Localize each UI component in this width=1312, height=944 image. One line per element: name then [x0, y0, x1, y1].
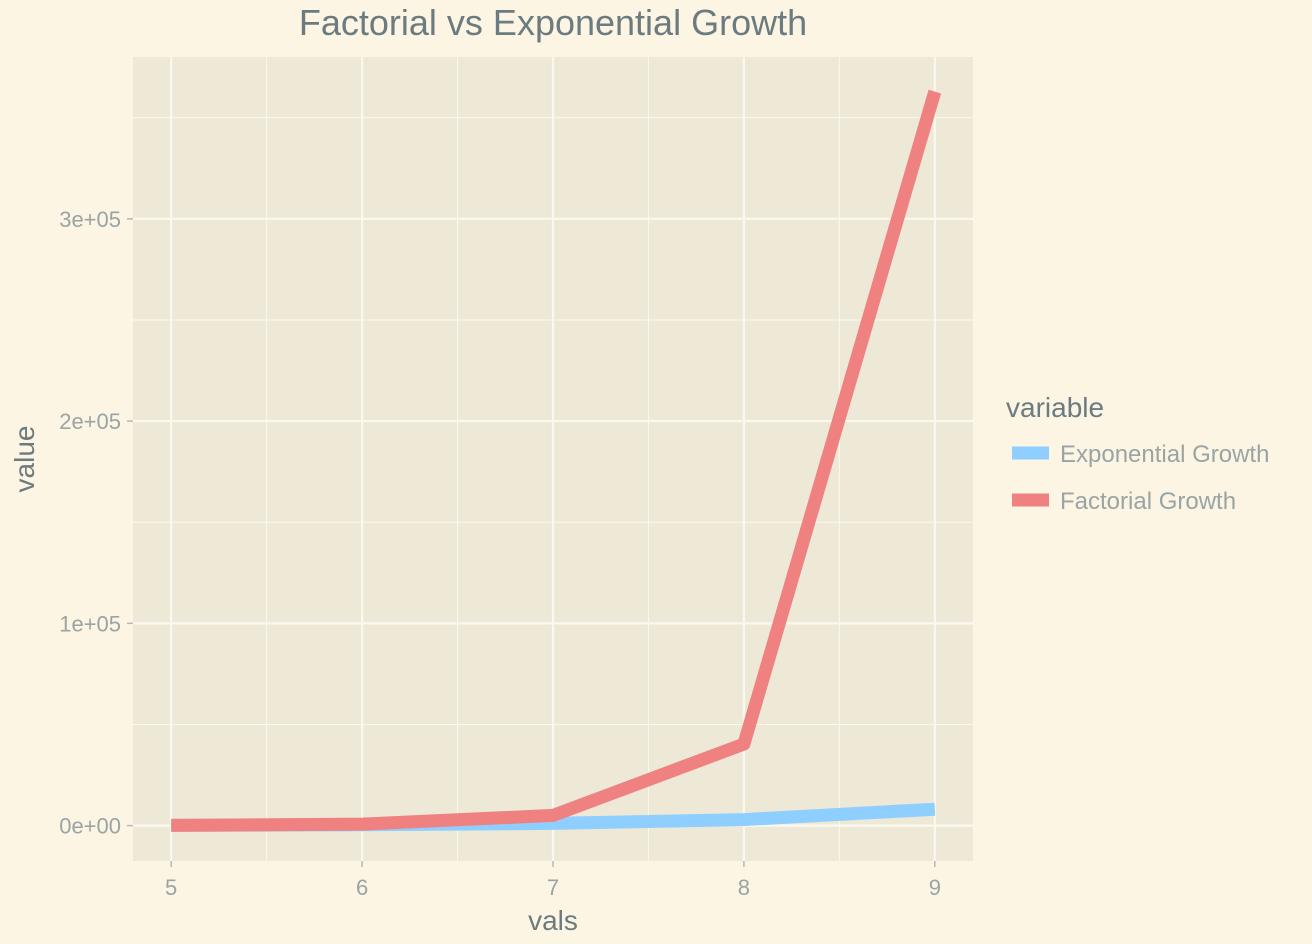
y-tick-label: 2e+05: [59, 409, 121, 434]
x-tick-label: 6: [356, 875, 368, 900]
legend: variable Exponential Growth Factorial Gro…: [1006, 392, 1269, 515]
y-tick-label: 1e+05: [59, 611, 121, 636]
exponential-growth-legend-label: Exponential Growth: [1060, 441, 1269, 468]
factorial-growth-line: [171, 89, 942, 832]
y-tick-label: 0e+00: [59, 814, 121, 839]
y-axis-ticks: 0e+00 1e+05 2e+05 3e+05: [59, 207, 133, 839]
x-tick-label: 5: [165, 875, 177, 900]
y-axis-title: value: [9, 426, 40, 493]
legend-items: Exponential Growth Factorial Growth: [1012, 441, 1269, 515]
x-tick-label: 9: [929, 875, 941, 900]
x-axis-title: vals: [528, 905, 578, 936]
x-tick-label: 8: [738, 875, 750, 900]
y-tick-label: 3e+05: [59, 207, 121, 232]
x-axis-ticks: 5 6 7 8 9: [165, 861, 941, 900]
factorial-growth-legend-label: Factorial Growth: [1060, 488, 1236, 515]
legend-title: variable: [1006, 392, 1104, 423]
chart-title: Factorial vs Exponential Growth: [299, 2, 807, 43]
x-tick-label: 7: [547, 875, 559, 900]
series-lines: [171, 89, 942, 832]
